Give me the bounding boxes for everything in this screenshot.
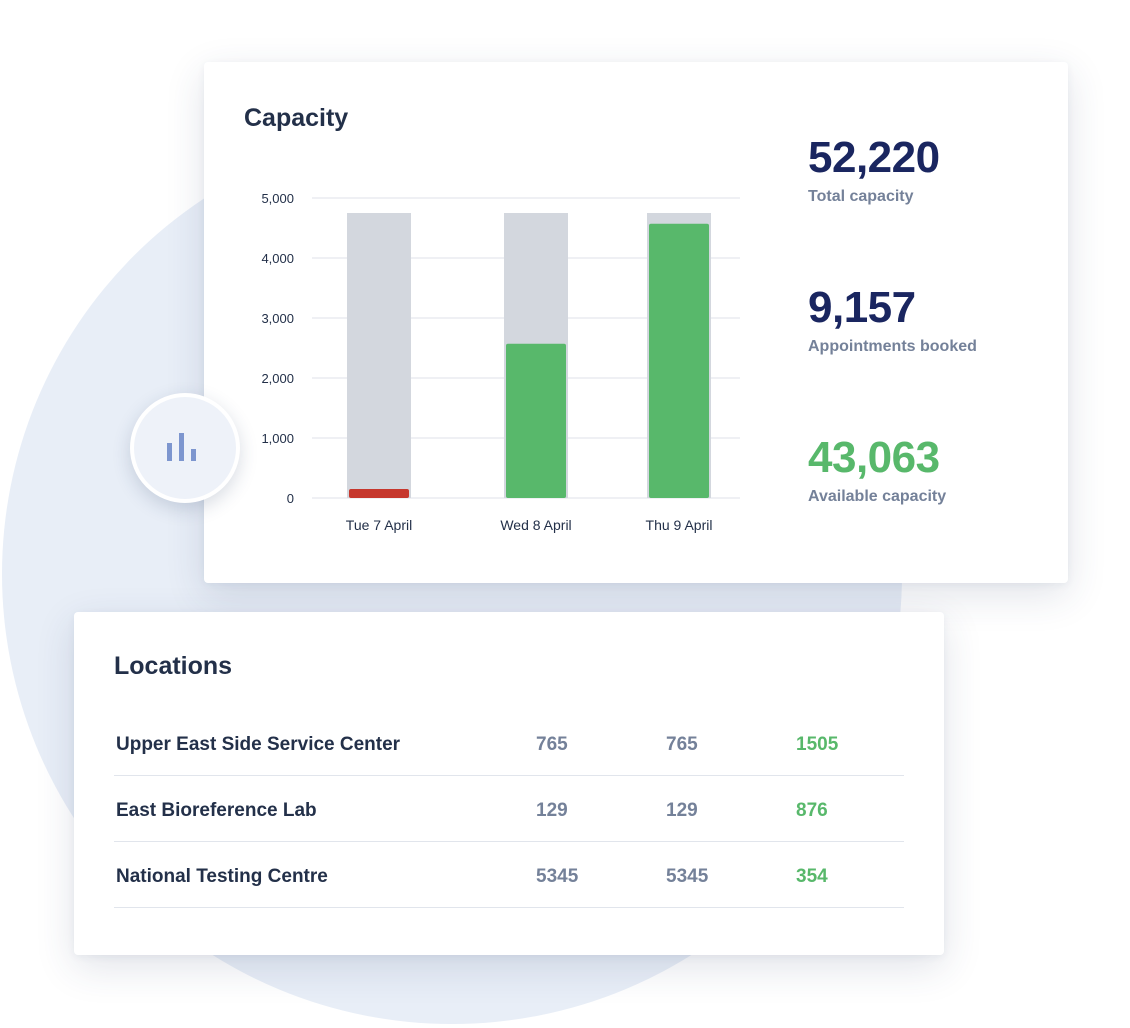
appointments-booked-value: 9,157 [808,283,916,332]
stat-available: 43,063 Available capacity [808,436,946,506]
location-value-2: 5345 [666,866,709,887]
location-value-1: 5345 [536,866,579,887]
appointments-booked-label: Appointments booked [808,338,977,355]
capacity-card: Capacity 0 1,000 2,000 3,000 4,000 5,000 Tue 7… [204,62,1068,583]
location-value-1: 765 [536,734,568,755]
location-value-2: 765 [666,734,698,755]
total-capacity-value: 52,220 [808,133,940,182]
locations-table: Upper East Side Service Center 765 765 1… [114,710,904,908]
booked-bar [349,489,409,498]
table-row[interactable]: National Testing Centre 5345 5345 354 [114,842,904,908]
location-value-2: 129 [666,800,698,821]
locations-title: Locations [114,652,233,680]
capacity-title: Capacity [244,104,349,132]
y-tick-label: 0 [287,491,294,506]
available-capacity-label: Available capacity [808,488,947,505]
location-value-3: 1505 [796,734,839,755]
location-value-1: 129 [536,800,568,821]
y-tick-label: 3,000 [261,311,294,326]
y-tick-label: 1,000 [261,431,294,446]
location-name: East Bioreference Lab [116,800,317,821]
available-capacity-value: 43,063 [808,433,940,482]
location-name: National Testing Centre [116,866,328,887]
booked-bar [649,223,709,499]
locations-card: Locations Upper East Side Service Center… [74,612,944,955]
booked-bar [506,343,566,498]
stat-total: 52,220 Total capacity [808,136,940,206]
bar-chart-icon [167,433,196,461]
table-row[interactable]: Upper East Side Service Center 765 765 1… [114,710,904,776]
location-name: Upper East Side Service Center [116,734,401,755]
location-value-3: 354 [796,866,828,887]
chart-badge [130,393,240,503]
x-tick-label: Tue 7 April [346,517,412,533]
capacity-chart: 0 1,000 2,000 3,000 4,000 5,000 Tue 7 April Wed… [261,191,740,533]
x-tick-label: Wed 8 April [500,517,571,533]
location-value-3: 876 [796,800,828,821]
y-tick-label: 4,000 [261,251,294,266]
capacity-bar [347,213,411,498]
table-row[interactable]: East Bioreference Lab 129 129 876 [114,776,904,842]
x-tick-label: Thu 9 April [646,517,713,533]
y-tick-label: 2,000 [261,371,294,386]
total-capacity-label: Total capacity [808,188,914,205]
stat-booked: 9,157 Appointments booked [808,286,977,356]
y-tick-label: 5,000 [261,191,294,206]
